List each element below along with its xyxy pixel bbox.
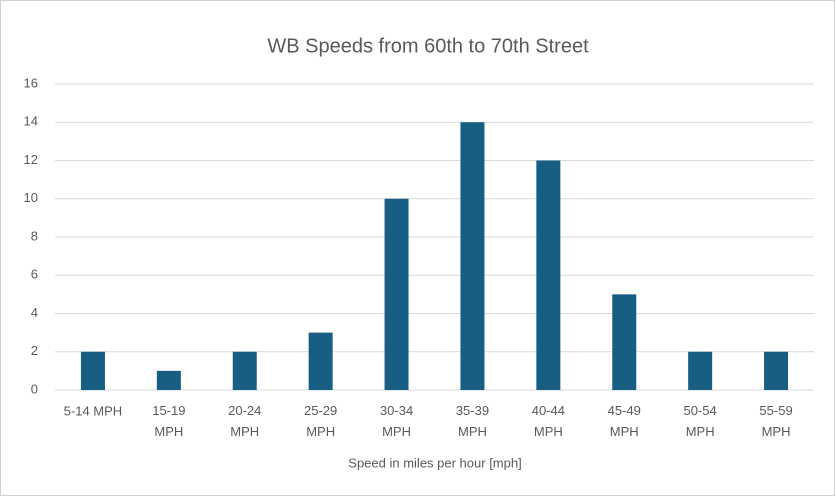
chart-title: WB Speeds from 60th to 70th Street [267, 35, 589, 57]
y-tick-label: 10 [24, 190, 38, 205]
x-axis-label: Speed in miles per hour [mph] [348, 455, 521, 470]
x-tick-label: 20-24 MPH [228, 403, 261, 439]
bar [156, 370, 181, 390]
bar [384, 198, 409, 390]
bar [612, 294, 637, 390]
x-tick-label: 30-34 MPH [380, 403, 413, 439]
y-tick-label: 0 [31, 381, 38, 396]
y-tick-label: 2 [31, 343, 38, 358]
bar [688, 351, 713, 390]
bar [460, 122, 485, 390]
bar [232, 351, 257, 390]
y-tick-label: 16 [24, 75, 38, 90]
y-tick-label: 14 [24, 114, 38, 129]
x-tick-label: 5-14 MPH [64, 403, 123, 418]
y-tick-label: 6 [31, 267, 38, 282]
y-tick-label: 12 [24, 152, 38, 167]
x-tick-label: 35-39 MPH [456, 403, 489, 439]
bar [80, 351, 105, 390]
x-tick-label: 45-49 MPH [608, 403, 641, 439]
y-tick-label: 4 [31, 305, 38, 320]
bar [308, 332, 333, 390]
x-tick-label: 25-29 MPH [304, 403, 337, 439]
x-tick-label: 55-59 MPH [759, 403, 792, 439]
y-tick-label: 8 [31, 228, 38, 243]
x-tick-label: 15-19 MPH [152, 403, 185, 439]
x-tick-label: 40-44 MPH [532, 403, 565, 439]
x-tick-label: 50-54 MPH [684, 403, 717, 439]
bar [536, 160, 561, 390]
bar [764, 351, 789, 390]
